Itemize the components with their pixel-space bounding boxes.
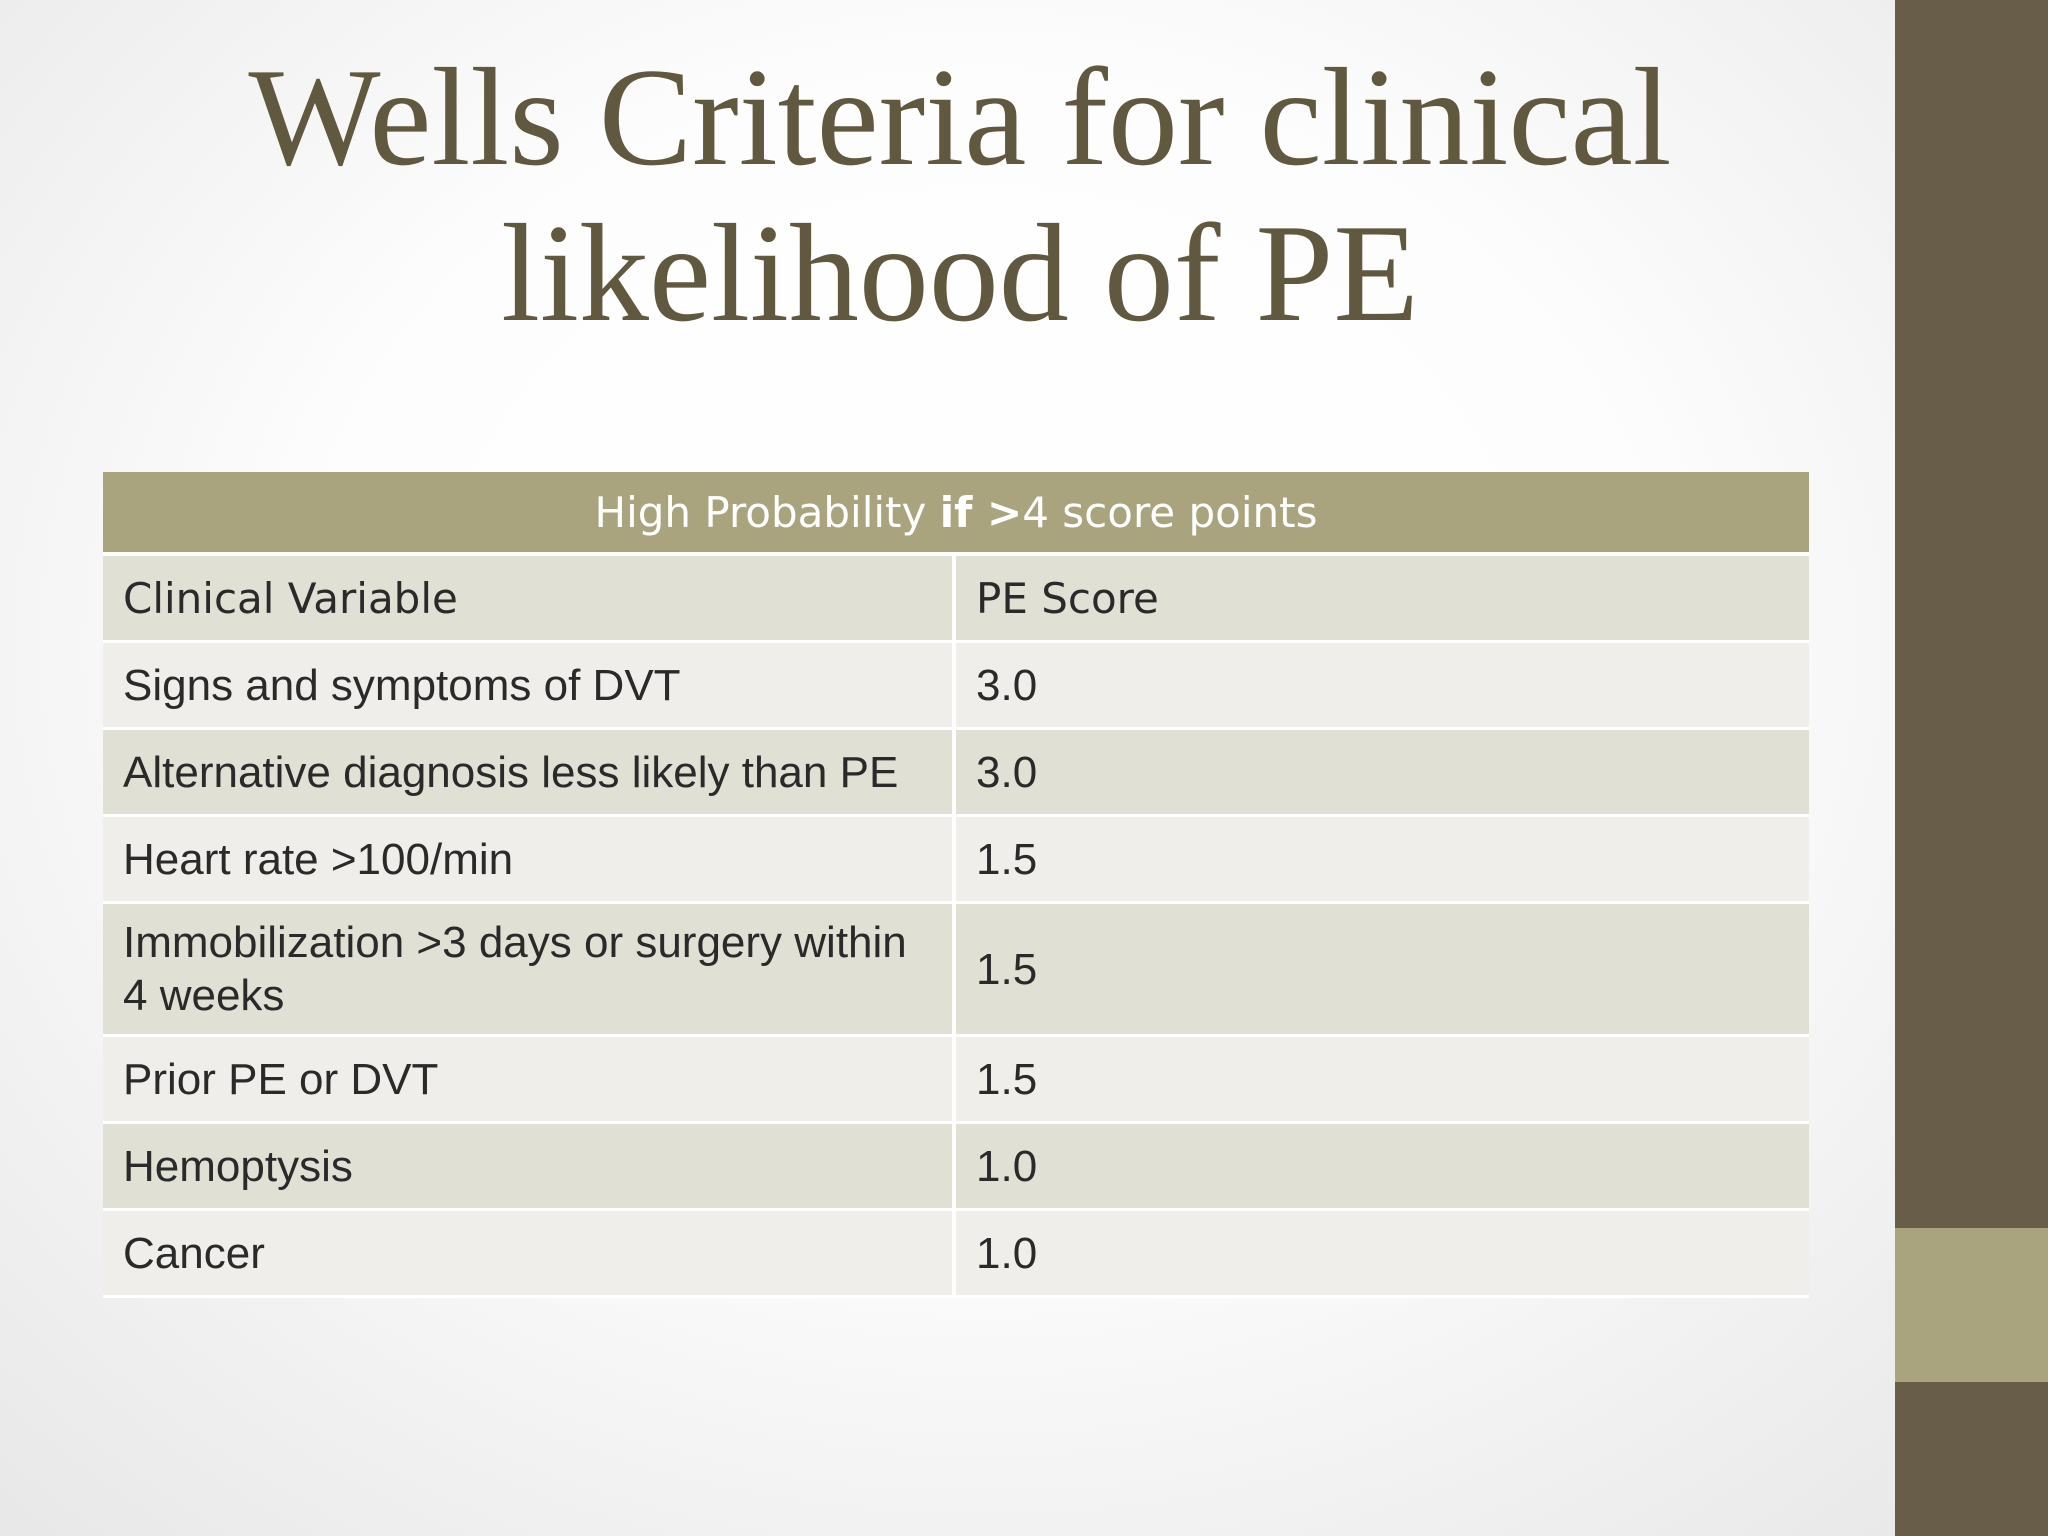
header-clinical-variable: Clinical Variable bbox=[103, 556, 956, 643]
table-banner-row: High Probability if >4 score points bbox=[103, 472, 1809, 556]
table-row: Signs and symptoms of DVT 3.0 bbox=[103, 643, 1809, 730]
table-row: Prior PE or DVT 1.5 bbox=[103, 1037, 1809, 1124]
header-pe-score: PE Score bbox=[956, 556, 1809, 643]
row-score: 3.0 bbox=[956, 643, 1809, 730]
row-score: 1.5 bbox=[956, 1037, 1809, 1124]
row-variable: Alternative diagnosis less likely than P… bbox=[103, 730, 956, 817]
row-score: 1.0 bbox=[956, 1124, 1809, 1211]
row-score: 1.0 bbox=[956, 1211, 1809, 1298]
table-row: Immobilization >3 days or surgery within… bbox=[103, 904, 1809, 1037]
row-variable: Immobilization >3 days or surgery within… bbox=[103, 904, 956, 1037]
table-banner: High Probability if >4 score points bbox=[103, 472, 1809, 556]
row-variable: Cancer bbox=[103, 1211, 956, 1298]
table-row: Cancer 1.0 bbox=[103, 1211, 1809, 1298]
banner-suffix: 4 score points bbox=[1022, 487, 1318, 537]
row-variable: Prior PE or DVT bbox=[103, 1037, 956, 1124]
slide-title-line-1: Wells Criteria for clinical bbox=[248, 40, 1672, 195]
table-row: Alternative diagnosis less likely than P… bbox=[103, 730, 1809, 817]
row-variable: Hemoptysis bbox=[103, 1124, 956, 1211]
row-score: 1.5 bbox=[956, 904, 1809, 1037]
row-variable: Heart rate >100/min bbox=[103, 817, 956, 904]
slide-title: Wells Criteria for clinical likelihood o… bbox=[100, 40, 1820, 352]
table-row: Hemoptysis 1.0 bbox=[103, 1124, 1809, 1211]
row-variable: Signs and symptoms of DVT bbox=[103, 643, 956, 730]
row-score: 3.0 bbox=[956, 730, 1809, 817]
wells-criteria-table: High Probability if >4 score points Clin… bbox=[103, 472, 1809, 1298]
table-header-row: Clinical Variable PE Score bbox=[103, 556, 1809, 643]
banner-bold: if > bbox=[939, 487, 1023, 537]
side-accent-block bbox=[1895, 1228, 2048, 1382]
table-row: Heart rate >100/min 1.5 bbox=[103, 817, 1809, 904]
banner-prefix: High Probability bbox=[594, 487, 940, 537]
slide-title-line-2: likelihood of PE bbox=[501, 196, 1419, 351]
row-score: 1.5 bbox=[956, 817, 1809, 904]
